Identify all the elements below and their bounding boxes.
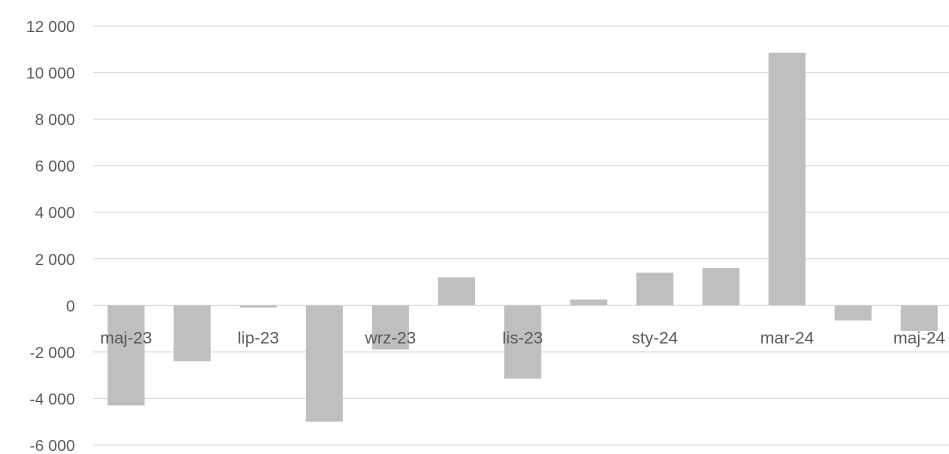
x-tick-label: maj-23 [100, 328, 152, 347]
bar-gru-23 [570, 299, 608, 306]
bar-paź-23 [438, 277, 476, 306]
x-tick-label: lis-23 [502, 328, 543, 347]
bar-sty-24 [636, 272, 674, 306]
gridlines [93, 25, 949, 446]
bar-maj-24 [900, 305, 938, 331]
y-tick-label: -6 000 [30, 438, 75, 454]
y-tick-label: 4 000 [35, 205, 75, 222]
bars [107, 52, 938, 422]
bar-kwi-24 [834, 305, 872, 321]
x-axis-ticks: maj-23 lip-23 wrz-23 lis-23 sty-24 mar-24 maj-… [100, 328, 945, 347]
y-tick-label: 12 000 [26, 19, 75, 36]
y-axis-ticks: 12 000 10 000 8 000 6 000 4 000 2 000 0 -2 000 -… [26, 19, 75, 454]
y-tick-label: -2 000 [30, 345, 75, 362]
y-tick-label: 10 000 [26, 66, 75, 83]
bar-maj-23 [107, 305, 145, 406]
y-tick-label: 0 [66, 298, 75, 315]
x-tick-label: sty-24 [632, 328, 678, 347]
bar-lis-23 [504, 305, 542, 379]
y-tick-label: 2 000 [35, 252, 75, 269]
y-tick-label: -4 000 [30, 391, 75, 408]
x-tick-label: lip-23 [237, 328, 279, 347]
x-tick-label: mar-24 [760, 328, 814, 347]
x-tick-label: wrz-23 [364, 328, 416, 347]
bar-lut-24 [702, 268, 740, 306]
bar-mar-24 [768, 52, 806, 306]
bar-lip-23 [239, 305, 277, 308]
x-tick-label: maj-24 [893, 328, 945, 347]
y-tick-label: 6 000 [35, 159, 75, 176]
bar-cze-23 [173, 305, 211, 362]
y-tick-label: 8 000 [35, 112, 75, 129]
bar-wrz-23 [371, 305, 409, 350]
bar-sie-23 [305, 305, 343, 422]
